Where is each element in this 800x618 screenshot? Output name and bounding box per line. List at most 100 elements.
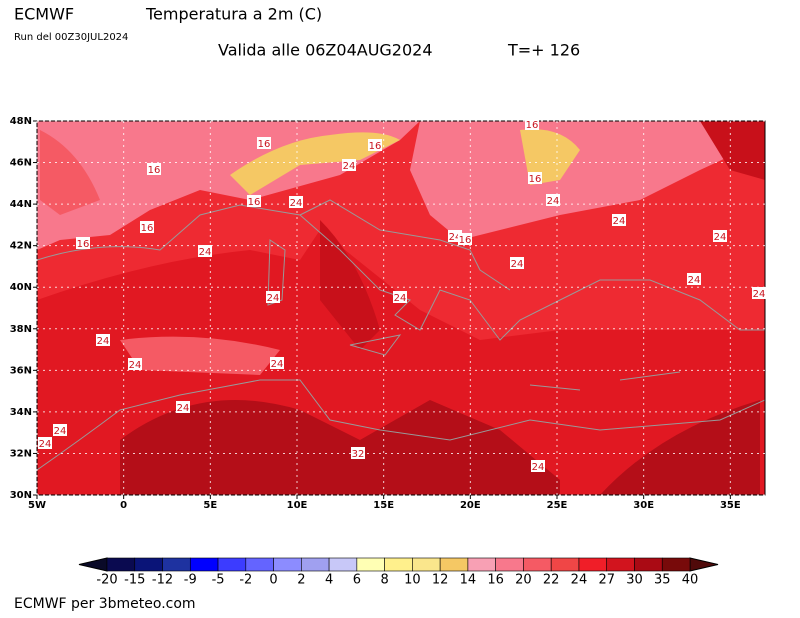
run-label: Run del 00Z30JUL2024 xyxy=(14,32,128,43)
colorbar-box xyxy=(245,557,274,572)
lon-label: 0 xyxy=(120,500,127,511)
contour-label-box xyxy=(612,214,626,226)
colorbar-label: 27 xyxy=(598,573,615,588)
lon-label: 35E xyxy=(720,500,741,511)
colorbar-box xyxy=(217,557,247,572)
contour-label-box xyxy=(510,257,524,269)
contour-label: 16 xyxy=(141,223,154,234)
map-title: Temperatura a 2m (C) xyxy=(145,5,322,24)
colorbar-label: 35 xyxy=(654,573,671,588)
lat-label: 32N xyxy=(10,448,32,459)
contour-label-box xyxy=(270,357,284,369)
map-field xyxy=(37,121,765,495)
lat-label: 38N xyxy=(10,324,32,335)
contour-label: 24 xyxy=(129,360,142,371)
contour-label: 24 xyxy=(753,289,766,300)
lon-label: 20E xyxy=(460,500,481,511)
contour-label: 24 xyxy=(54,426,67,437)
contour-label: 24 xyxy=(394,293,407,304)
contour-label-box xyxy=(38,437,52,449)
colorbar-label: -15 xyxy=(124,573,145,588)
contour-label: 24 xyxy=(613,216,626,227)
contour-label: 16 xyxy=(258,139,271,150)
footer: ECMWF per 3bmeteo.com xyxy=(14,596,196,612)
lat-label: 48N xyxy=(10,116,32,127)
lon-label: 30E xyxy=(633,500,654,511)
step-label: T=+ 126 xyxy=(507,41,580,60)
colorbar-label: 40 xyxy=(682,573,699,588)
colorbar-box xyxy=(578,557,608,572)
colorbar-box xyxy=(356,557,385,572)
colorbar-box xyxy=(439,557,469,572)
contour-label: 16 xyxy=(526,120,539,131)
lon-label: 5W xyxy=(28,500,46,511)
colorbar-label: 24 xyxy=(571,573,588,588)
contour-label: 16 xyxy=(148,165,161,176)
contour-label: 24 xyxy=(511,259,524,270)
contour-label-box xyxy=(198,245,212,257)
contour-label: 16 xyxy=(248,197,261,208)
lat-label: 40N xyxy=(10,282,32,293)
colorbar-label: -20 xyxy=(96,573,117,588)
colorbar-box xyxy=(523,557,552,572)
contour-label: 16 xyxy=(529,174,542,185)
model-name: ECMWF xyxy=(14,5,74,24)
colorbar-label: 14 xyxy=(460,573,477,588)
lon-label: 10E xyxy=(287,500,308,511)
colorbar-box xyxy=(412,557,441,572)
contour-label: 24 xyxy=(714,232,727,243)
lat-label: 42N xyxy=(10,241,32,252)
contour-label-box xyxy=(266,291,280,303)
contour-label-box xyxy=(176,401,190,413)
contour-label: 24 xyxy=(177,403,190,414)
colorbar-label: 12 xyxy=(432,573,449,588)
colorbar-label: -5 xyxy=(212,573,225,588)
colorbar-label: 2 xyxy=(297,573,305,588)
colorbar-label: 30 xyxy=(626,573,643,588)
lon-label: 25E xyxy=(547,500,568,511)
contour-label: 24 xyxy=(343,161,356,172)
contour-label: 32 xyxy=(352,449,365,460)
contour-label-box xyxy=(687,273,701,285)
valid-label: Valida alle 06Z04AUG2024 xyxy=(218,41,433,60)
contour-label-box xyxy=(351,447,365,459)
colorbar-label: 6 xyxy=(353,573,361,588)
contour-label-box xyxy=(140,221,154,233)
contour-label-box xyxy=(531,460,545,472)
colorbar-box xyxy=(661,557,691,572)
colorbar-box xyxy=(634,557,663,572)
contour-label-box xyxy=(342,159,356,171)
lat-label: 30N xyxy=(10,490,32,501)
lat-label: 34N xyxy=(10,407,32,418)
colorbar-box xyxy=(301,557,330,572)
colorbar-label: 0 xyxy=(269,573,277,588)
colorbar-label: 10 xyxy=(404,573,421,588)
contour-label: 24 xyxy=(267,293,280,304)
colorbar-label: 22 xyxy=(543,573,560,588)
colorbar-low-arrow xyxy=(78,557,108,572)
colorbar-box xyxy=(273,557,302,572)
contour-label: 24 xyxy=(290,198,303,209)
colorbar-label: 20 xyxy=(515,573,532,588)
contour-label: 24 xyxy=(39,439,52,450)
contour-label-box xyxy=(713,230,727,242)
contour-label-box xyxy=(393,291,407,303)
contour-label-box xyxy=(257,137,271,149)
contour-label: 16 xyxy=(77,239,90,250)
colorbar-high-arrow xyxy=(689,557,719,572)
contour-label-box xyxy=(147,163,161,175)
colorbar-label: -2 xyxy=(239,573,252,588)
contour-label-box xyxy=(368,139,382,151)
lat-label: 44N xyxy=(10,199,32,210)
colorbar-box xyxy=(384,557,413,572)
contour-label: 24 xyxy=(532,462,545,473)
contour-label: 16 xyxy=(459,235,472,246)
lon-label: 5E xyxy=(203,500,217,511)
colorbar-box xyxy=(467,557,496,572)
contour-label: 16 xyxy=(369,141,382,152)
colorbar-label: 8 xyxy=(380,573,388,588)
lat-label: 36N xyxy=(10,365,32,376)
contour-label-box xyxy=(76,237,90,249)
contour-label: 24 xyxy=(688,275,701,286)
